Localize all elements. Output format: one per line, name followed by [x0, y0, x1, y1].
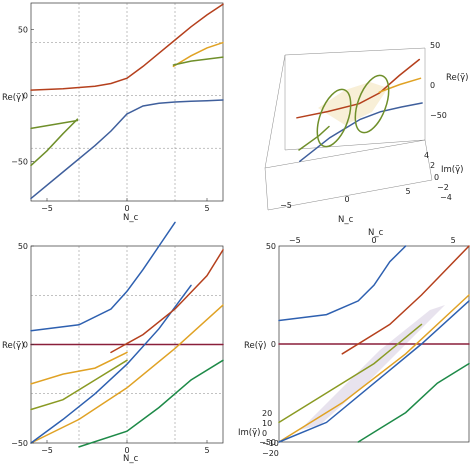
series-line-2: [298, 125, 330, 151]
x-axis-label: N_c: [123, 454, 139, 464]
grid: [31, 246, 223, 443]
y-tick-label: 50: [430, 41, 440, 50]
z-tick-label: −4: [440, 193, 452, 202]
series-line-6: [278, 323, 423, 424]
y-tick-label: 50: [18, 25, 28, 34]
x-tick-label: 0: [124, 204, 129, 213]
x-axis-label: N_c: [123, 213, 139, 223]
x-tick-label: 0: [371, 236, 376, 245]
left-edge: [264, 54, 286, 169]
x-tick-label: 0: [124, 446, 129, 455]
series-group: [30, 3, 224, 200]
series-group: [278, 245, 470, 443]
series-line-1: [299, 102, 423, 163]
shaded-region: [300, 305, 445, 430]
series-line-2: [278, 294, 470, 443]
x-tick-label: −5: [289, 236, 301, 245]
series-line-2: [30, 118, 79, 167]
grid: [31, 3, 223, 201]
series-line-1: [278, 245, 407, 322]
series-line-4: [78, 359, 224, 448]
z-axis-label: Im(γ̃): [238, 428, 260, 438]
y-tick-label: −50: [430, 111, 447, 120]
x-axis-label: N_c: [368, 228, 384, 238]
x-tick-label: 0: [344, 195, 349, 204]
z-tick-label: 4: [424, 151, 429, 160]
z-tick-label: 0: [434, 173, 439, 182]
series-line-6: [110, 249, 224, 354]
z-tick-label: 10: [262, 419, 272, 428]
series-line-5: [341, 245, 470, 355]
series-line-3: [378, 77, 422, 93]
y-axis-label: Re(γ̃): [2, 93, 24, 103]
x-tick-label: 5: [451, 236, 456, 245]
y-tick-label: 0: [23, 341, 28, 350]
z-tick-label: 2: [430, 161, 435, 170]
z-tick-label: 0: [262, 429, 267, 438]
y-tick-label: 50: [266, 242, 276, 251]
y-axis-label: Re(γ̃): [446, 73, 468, 83]
x-tick-label: −5: [41, 204, 53, 213]
series-line-3: [30, 119, 79, 130]
series-line-3: [278, 300, 470, 443]
series-line-1: [30, 99, 224, 200]
z-tick-label: 20: [262, 409, 272, 418]
x-tick-label: 5: [204, 204, 209, 213]
y-tick-label: −50: [259, 438, 276, 447]
x-tick-label: 5: [204, 446, 209, 455]
x-tick-label: −5: [280, 201, 292, 210]
series-group: [296, 58, 423, 163]
series-line-0: [296, 58, 421, 119]
loop-right: [354, 74, 390, 134]
z-tick-label: −10: [262, 439, 279, 448]
series-line-5: [30, 359, 128, 411]
y-tick-label: 50: [18, 242, 28, 251]
series-line-2: [30, 304, 224, 444]
series-line-0: [30, 3, 224, 91]
y-tick-label: 0: [430, 81, 435, 90]
y-tick-label: 0: [23, 91, 28, 100]
x-tick-label: 5: [405, 187, 410, 196]
y-axis-label: Re(γ̃): [244, 341, 266, 351]
x-axis-label: N_c: [338, 215, 354, 225]
shaded-region: [318, 82, 388, 125]
floor: [264, 139, 433, 211]
y-tick-label: 0: [271, 340, 276, 349]
z-tick-label: −2: [437, 183, 449, 192]
loop-left: [316, 88, 352, 148]
series-line-4: [357, 362, 470, 443]
series-line-7: [30, 351, 128, 385]
series-group: [30, 221, 224, 448]
z-axis-label: Im(γ̃): [441, 165, 463, 175]
series-line-5: [172, 56, 224, 66]
x-tick-label: −5: [41, 446, 53, 455]
series-line-1: [30, 221, 176, 332]
y-axis-label: Re(γ̃): [2, 341, 24, 351]
series-line-4: [172, 41, 224, 68]
y-tick-label: −50: [11, 157, 28, 166]
y-tick-label: −50: [11, 439, 28, 448]
series-line-3: [30, 284, 192, 444]
z-tick-label: −20: [262, 449, 279, 458]
